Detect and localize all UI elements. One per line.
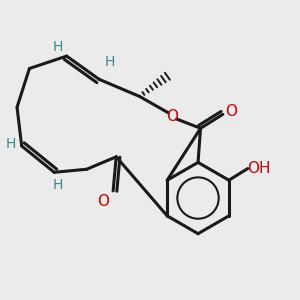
Text: H: H <box>53 40 63 54</box>
Text: O: O <box>226 104 238 119</box>
Text: H: H <box>6 137 16 152</box>
Text: H: H <box>105 55 115 69</box>
Text: O: O <box>166 109 178 124</box>
Text: OH: OH <box>247 161 270 176</box>
Text: H: H <box>52 178 62 192</box>
Text: O: O <box>97 194 109 209</box>
